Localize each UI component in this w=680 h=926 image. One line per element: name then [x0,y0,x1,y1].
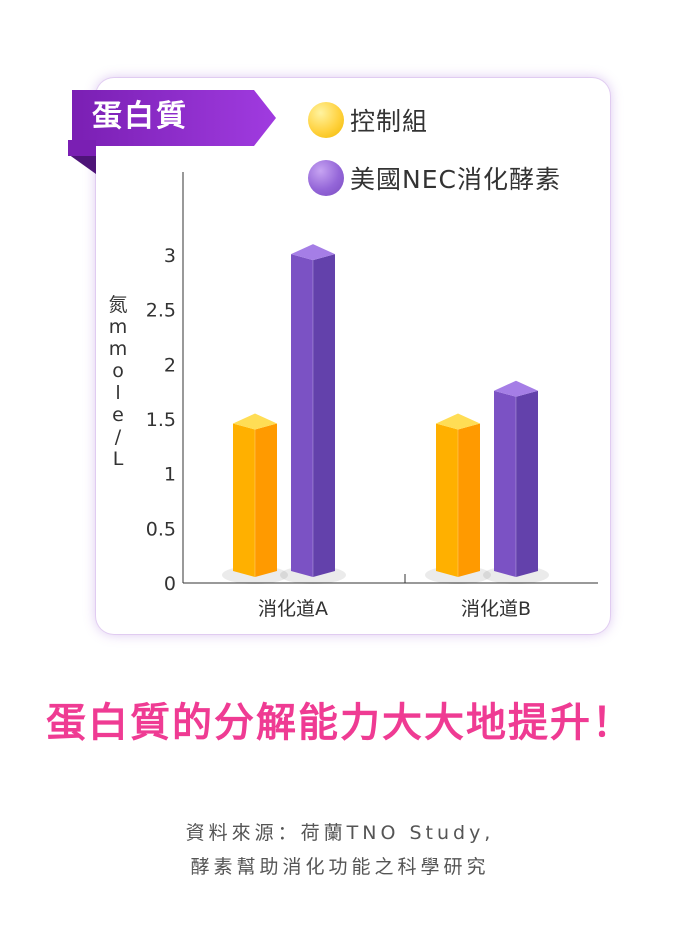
y-tick-label: 0 [164,573,176,595]
legend-item-enzyme: 美國NEC消化酵素 [308,158,561,198]
headline: 蛋白質的分解能力大大地提升！ [46,700,634,746]
bar-side-face [458,423,480,577]
y-axis-label-char: e [112,404,124,426]
legend-label-control: 控制組 [350,107,429,136]
x-category-label: 消化道A [258,598,328,620]
bar-front-face [436,423,458,577]
banner-title: 蛋白質 [92,99,188,134]
y-axis-label: 氮 m m o l e / L [106,294,130,470]
bar-top-face [291,244,335,261]
legend-label-enzyme: 美國NEC消化酵素 [350,165,561,194]
bar-side-face [255,423,277,577]
bar-top-face [233,413,277,430]
source-line-2: 酵素幫助消化功能之科學研究 [190,856,490,878]
y-axis-label-char: L [112,448,124,470]
bar-side-face [313,254,335,578]
bar-front-face [233,423,255,577]
legend-swatch-purple [308,160,344,196]
bar-front-face [291,254,313,578]
y-tick-label: 2 [164,354,176,376]
y-tick-label: 2.5 [146,300,176,322]
x-category-label: 消化道B [461,598,531,620]
legend-item-control: 控制組 [308,100,428,140]
y-tick-label: 0.5 [146,518,176,540]
y-tick-label: 3 [164,245,176,267]
bar-side-face [516,390,538,577]
y-tick-label: 1.5 [146,409,176,431]
y-axis-label-char: m [108,338,128,360]
y-axis-label-char: l [115,382,121,404]
bar-top-face [436,413,480,430]
y-axis-label-char: 氮 [108,294,128,316]
bar-front-face [494,390,516,577]
title-banner [68,90,276,174]
y-axis-label-char: o [112,360,124,382]
y-axis-label-char: m [108,316,128,338]
y-tick-label: 1 [164,464,176,486]
bar-top-face [494,380,538,397]
y-axis-label-char: / [114,426,122,448]
source-line-1: 資料來源：荷蘭TNO Study, [185,822,495,844]
legend-swatch-yellow [308,102,344,138]
